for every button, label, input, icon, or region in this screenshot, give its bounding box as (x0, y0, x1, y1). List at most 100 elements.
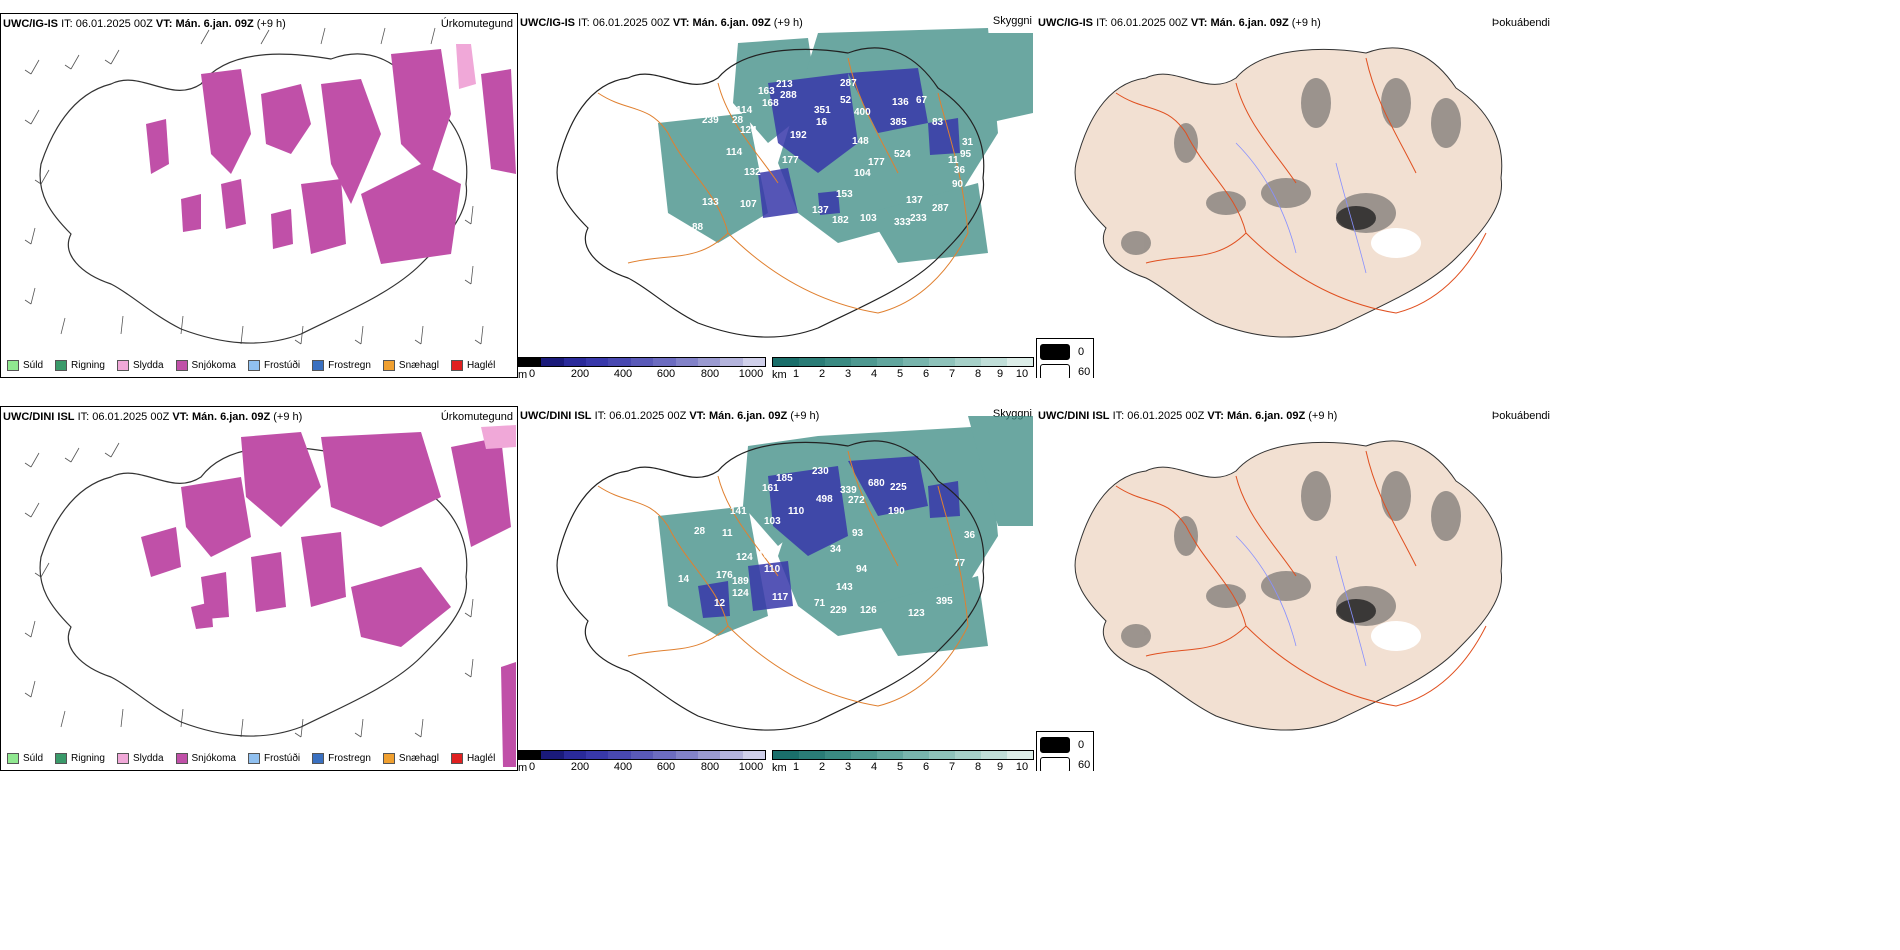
cloud-number: 680 (868, 478, 885, 489)
visibility-bar (772, 750, 1034, 760)
cloud-number: 10 (654, 183, 666, 194)
legend-swatch (382, 360, 395, 371)
legend-item: Frostúði (247, 753, 300, 764)
legend-item: Súld (7, 360, 43, 371)
precip-legend: Súld Rigning Slydda Snjókoma Frostúði Fr… (7, 360, 503, 371)
cloud-base-scale: m 0 200 400 600 800 1000 (518, 357, 766, 378)
legend-swatch (7, 360, 19, 371)
cloud-number: 163 (758, 86, 775, 97)
cloud-number: 233 (910, 213, 927, 224)
cloud-number: 94 (856, 564, 868, 575)
precip-map (24, 425, 516, 767)
visibility-scale: km 1 2 3 4 5 6 7 8 9 10 (772, 357, 1034, 378)
cloud-number: 143 (836, 582, 853, 593)
cloud-number: 93 (852, 528, 864, 539)
cloud-number: 83 (932, 117, 944, 128)
visibility-ticks: 1 2 3 4 5 6 7 8 9 10 (792, 368, 1029, 378)
fog-map (1074, 440, 1503, 731)
cloud-number: 110 (764, 564, 781, 575)
road-lines (597, 450, 969, 707)
cloud-number: 176 (716, 570, 733, 581)
precip-type-panel-top: UWC/IG-IS IT: 06.01.2025 00Z VT: Mán. 6.… (0, 13, 518, 378)
road-lines (597, 57, 969, 314)
panel-header: UWC/IG-IS IT: 06.01.2025 00Z VT: Mán. 6.… (1038, 17, 1321, 29)
fog-legend-swatch (1040, 344, 1070, 360)
precip-legend: Súld Rigning Slydda Snjókoma Frostúði Fr… (7, 753, 503, 764)
cloud-number: 385 (890, 117, 907, 128)
cloud-number: 225 (890, 482, 907, 493)
cloud-number: 177 (868, 157, 885, 168)
legend-item: Súld (7, 753, 43, 764)
cloud-number: 153 (836, 189, 853, 200)
panel-header: UWC/DINI ISL IT: 06.01.2025 00Z VT: Mán.… (3, 411, 303, 423)
cloud-number: 229 (830, 605, 847, 616)
cloud-number: 95 (960, 149, 972, 160)
cloud-number: 71 (814, 598, 826, 609)
cloud-number: 11 (948, 155, 959, 166)
panel-title: Úrkomutegund (440, 18, 513, 30)
snowfall-areas (141, 432, 516, 767)
fog-legend-swatch (1040, 364, 1070, 378)
cloud-number: 36 (964, 530, 976, 541)
cloud-number: 287 (840, 78, 857, 89)
fog-map (1074, 47, 1503, 338)
fog-legend: 0 60 (1036, 338, 1095, 378)
legend-item: Frostúði (247, 360, 300, 371)
legend-item: Slydda (116, 753, 164, 764)
panel-header: UWC/IG-IS IT: 06.01.2025 00Z VT: Mán. 6.… (3, 18, 286, 30)
legend-item: Slydda (116, 360, 164, 371)
cloud-number: 31 (962, 137, 974, 148)
legend-item: Rigning (55, 753, 105, 764)
fog-legend: 0 60 (1036, 731, 1095, 771)
legend-swatch (116, 753, 129, 764)
cloud-number: 400 (854, 107, 871, 118)
cloud-number: 103 (764, 516, 781, 527)
legend-swatch (116, 360, 129, 371)
cloud-number: 114 (736, 105, 753, 116)
road-lines (1115, 450, 1487, 707)
cloud-base-bar (518, 750, 766, 760)
cloud-base-scale: m 0 200 400 600 800 1000 (518, 750, 766, 771)
visibility-scale: km 1 2 3 4 5 6 7 8 9 10 (772, 750, 1034, 771)
cloud-number: 117 (772, 592, 789, 603)
cloud-number: 36 (954, 165, 966, 176)
iceland-outline (39, 446, 468, 737)
road-lines (1115, 57, 1487, 314)
cloud-number: 16 (758, 550, 770, 561)
legend-item: Snjókoma (175, 360, 236, 371)
wind-barbs (24, 442, 474, 738)
cloud-number: 272 (848, 495, 865, 506)
visibility-unit: km (772, 369, 787, 378)
cloud-number: 16 (816, 117, 828, 128)
cloud-number: 124 (732, 588, 749, 599)
cloud-number: 239 (702, 115, 719, 126)
cloud-number: 126 (860, 605, 877, 616)
fog-index-panel-top: UWC/IG-IS IT: 06.01.2025 00Z VT: Mán. 6.… (1036, 13, 1554, 378)
visibility-bar (772, 357, 1034, 367)
fog-index-panel-bottom: UWC/DINI ISL IT: 06.01.2025 00Z VT: Mán.… (1036, 406, 1554, 771)
cloud-number: 182 (832, 215, 849, 226)
cloud-number: 148 (852, 136, 869, 147)
cloud-number: 90 (952, 179, 964, 190)
cloud-number: 524 (894, 149, 911, 160)
cloud-base-ticks: 0 200 400 600 800 1000 (528, 368, 764, 378)
legend-swatch (7, 753, 19, 764)
panel-header: UWC/IG-IS IT: 06.01.2025 00Z VT: Mán. 6.… (520, 17, 803, 29)
cloud-number: 395 (936, 596, 953, 607)
cloud-number: 190 (888, 506, 905, 517)
legend-swatch (175, 753, 188, 764)
legend-swatch (55, 360, 68, 371)
cloud-visibility-panel-bottom: UWC/DINI ISL IT: 06.01.2025 00Z VT: Mán.… (518, 406, 1036, 771)
cloud-number: 67 (916, 95, 928, 106)
fog-legend-swatch (1040, 757, 1070, 771)
cloud-number: 339 (840, 485, 857, 496)
cloud-number: 213 (776, 79, 793, 90)
cloud-number: 288 (780, 90, 797, 101)
cloud-number: 28 (732, 115, 744, 126)
cloud-number: 351 (814, 105, 831, 116)
cloud-number: 14 (678, 574, 690, 585)
cloud-number: 498 (816, 494, 833, 505)
cloud-map: 230 185 161 680 225 339 498 272 141 110 … (556, 416, 1033, 731)
cloud-number: 168 (762, 98, 779, 109)
legend-swatch (312, 360, 325, 371)
